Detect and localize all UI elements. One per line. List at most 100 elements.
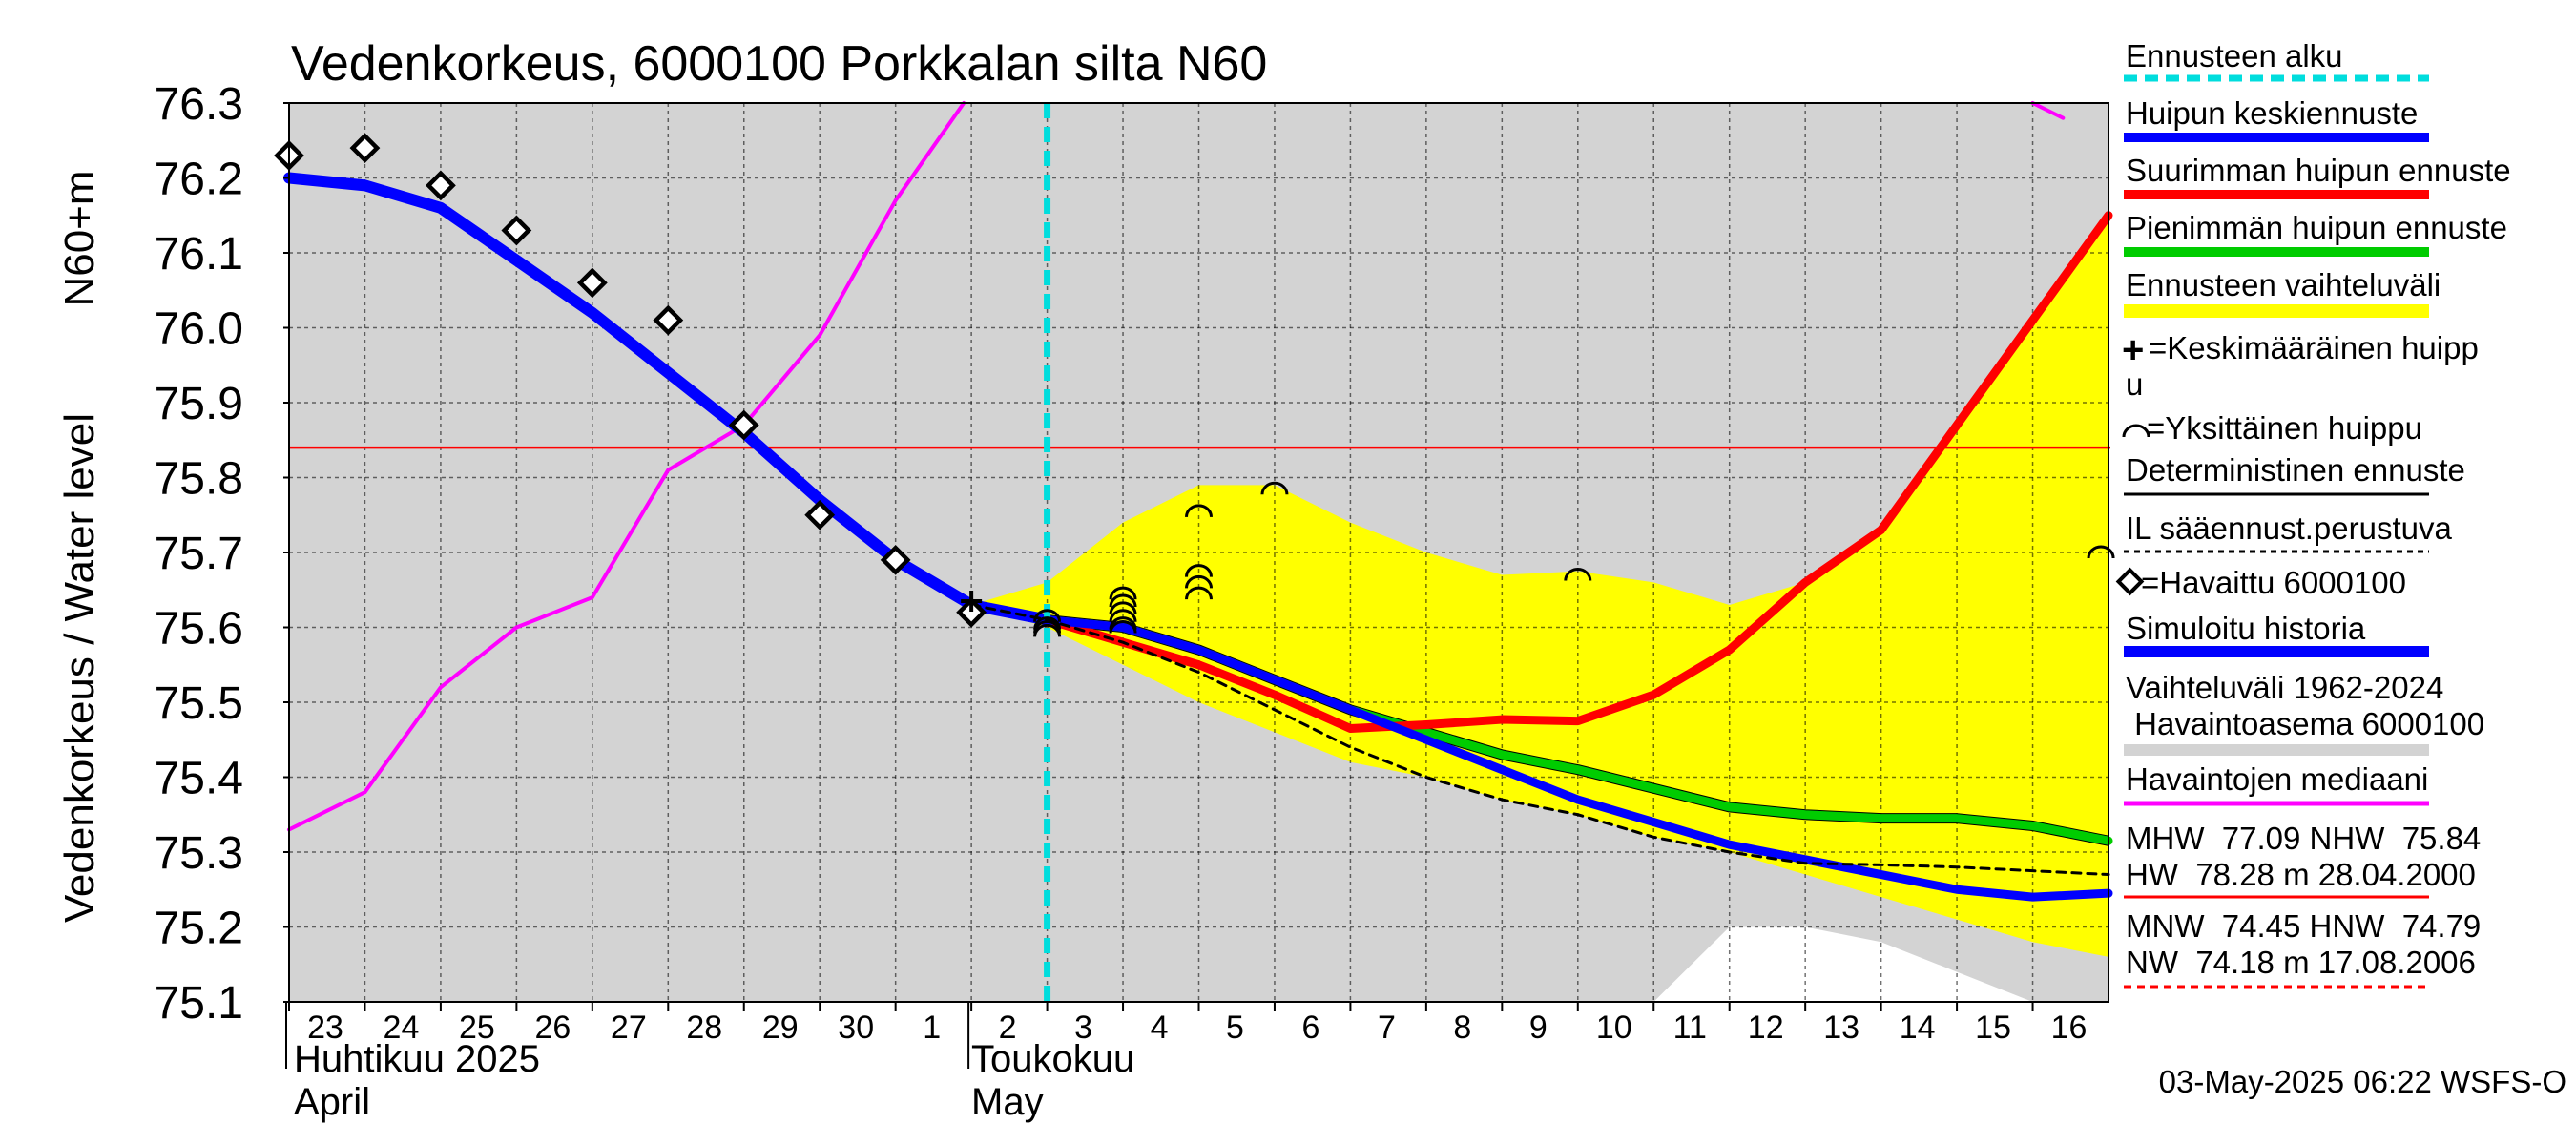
observed-point bbox=[349, 133, 381, 164]
legend-swatch-max-forecast bbox=[2124, 190, 2429, 199]
x-tick-label: 25 bbox=[459, 1010, 495, 1046]
legend-label-forecast-start: Ennusteen alku bbox=[2126, 38, 2343, 73]
max-forecast-line bbox=[966, 211, 2113, 733]
single-peak-marker bbox=[1185, 574, 1213, 589]
stats-mnw-row: MNW 74.45 HNW 74.79 bbox=[2126, 908, 2481, 944]
mean-forecast-line bbox=[1043, 615, 2113, 902]
y-tick-label: 76.2 bbox=[155, 155, 243, 205]
x-tick-label: 11 bbox=[1673, 1010, 1707, 1046]
x-tick-label: 24 bbox=[384, 1010, 420, 1046]
observed-point bbox=[653, 304, 684, 336]
legend-label-max-forecast: Suurimman huipun ennuste bbox=[2126, 153, 2511, 188]
single-peak-marker bbox=[1185, 504, 1213, 517]
x-tick-label: 30 bbox=[838, 1010, 874, 1046]
y-tick-label: 75.1 bbox=[155, 978, 243, 1029]
x-tick-label: 4 bbox=[1151, 1010, 1169, 1046]
single-peak-marker bbox=[1109, 586, 1137, 600]
simulated-history-line bbox=[283, 172, 1053, 626]
legend-label-min-forecast: Pienimmän huipun ennuste bbox=[2126, 210, 2507, 245]
x-tick-label: 12 bbox=[1748, 1010, 1784, 1046]
deterministic-forecast-line bbox=[969, 603, 2110, 877]
y-axis-label: Vedenkorkeus / Water level bbox=[56, 413, 103, 923]
mean-peak-marker bbox=[961, 591, 983, 613]
observed-point bbox=[501, 215, 532, 246]
axes-layer: 76.3 76.2 76.1 76.0 75.9 75.8 75.7 75.6 75.5 75.4… bbox=[155, 79, 2109, 1069]
month-label-april-en: April bbox=[294, 1081, 370, 1123]
y-tick-label: 75.4 bbox=[155, 754, 243, 804]
grid-layer bbox=[289, 103, 2109, 1002]
y-tick-label: 76.3 bbox=[155, 79, 243, 130]
x-tick-label: 27 bbox=[611, 1010, 647, 1046]
observed-point bbox=[576, 267, 608, 299]
legend-peak-arc-icon bbox=[2122, 424, 2150, 438]
x-tick-label: 6 bbox=[1301, 1010, 1319, 1046]
observed-point bbox=[426, 170, 456, 201]
single-peak-marker bbox=[1185, 564, 1213, 577]
legend-swatch-hist-range bbox=[2124, 744, 2429, 756]
month-label-may-en: May bbox=[971, 1081, 1044, 1123]
single-peak-marker bbox=[1260, 481, 1289, 495]
month-label-may-fi: Toukokuu bbox=[971, 1038, 1134, 1080]
chart-title: Vedenkorkeus, 6000100 Porkkalan silta N6… bbox=[291, 36, 1267, 92]
legend-label-deterministic: Deterministinen ennuste bbox=[2126, 452, 2465, 488]
y-tick-label: 75.3 bbox=[155, 828, 243, 879]
legend-label-simulated: Simuloitu historia bbox=[2126, 611, 2366, 646]
y-tick-label: 76.0 bbox=[155, 304, 243, 355]
legend-label-hist-station: Havaintoasema 6000100 bbox=[2126, 706, 2484, 741]
single-peak-marker bbox=[1109, 609, 1137, 622]
single-peak-marker bbox=[1109, 620, 1137, 634]
legend-label-observed: =Havaittu 6000100 bbox=[2141, 565, 2406, 600]
single-peak-marker bbox=[1109, 616, 1137, 630]
legend-label-single-peak: =Yksittäinen huippu bbox=[2147, 410, 2422, 446]
x-tick-label: 14 bbox=[1900, 1010, 1936, 1046]
x-tick-label: 16 bbox=[2051, 1010, 2088, 1046]
legend-label-weather-based: IL sääennust.perustuva bbox=[2126, 510, 2452, 546]
legend-diamond-icon bbox=[2115, 567, 2145, 596]
x-tick-label: 13 bbox=[1823, 1010, 1859, 1046]
observed-point bbox=[880, 544, 911, 575]
x-tick-label: 28 bbox=[686, 1010, 722, 1046]
median-series-line-tail bbox=[2030, 101, 2066, 120]
x-tick-label: 23 bbox=[307, 1010, 343, 1046]
single-peak-marker bbox=[1033, 616, 1062, 630]
single-peak-marker bbox=[2087, 545, 2115, 559]
y-tick-label: 75.8 bbox=[155, 454, 243, 505]
legend-swatch-min-forecast bbox=[2124, 247, 2429, 257]
month-label-april-fi: Huhtikuu 2025 bbox=[294, 1038, 540, 1080]
x-tick-label: 2 bbox=[999, 1010, 1017, 1046]
observed-point bbox=[728, 409, 759, 441]
legend-swatch-forecast-range bbox=[2124, 304, 2429, 318]
single-peak-marker bbox=[1033, 620, 1062, 634]
x-tick-label: 7 bbox=[1378, 1010, 1396, 1046]
legend-swatch-simulated bbox=[2124, 646, 2429, 657]
x-tick-label: 29 bbox=[762, 1010, 799, 1046]
legend-label-mean-peak-wrap: u bbox=[2126, 366, 2143, 402]
y-tick-label: 75.2 bbox=[155, 904, 243, 954]
x-tick-label: 5 bbox=[1226, 1010, 1244, 1046]
legend-label-median: Havaintojen mediaani bbox=[2126, 761, 2428, 797]
single-peak-marker bbox=[1109, 601, 1137, 615]
single-peak-marker bbox=[1109, 593, 1137, 608]
legend-plus-icon: + bbox=[2122, 329, 2144, 371]
single-peak-marker bbox=[1033, 623, 1062, 637]
timestamp: 03-May-2025 06:22 WSFS-O bbox=[2159, 1064, 2566, 1099]
stats-hw-row: HW 78.28 m 28.04.2000 bbox=[2126, 857, 2476, 892]
x-tick-label: 8 bbox=[1453, 1010, 1471, 1046]
y-tick-label: 75.5 bbox=[155, 678, 243, 729]
y-axis-unit: N60+m bbox=[56, 170, 103, 306]
x-tick-label: 1 bbox=[923, 1010, 941, 1046]
legend: Ennusteen alku Huipun keskiennuste Suuri… bbox=[2115, 38, 2511, 989]
y-tick-label: 76.1 bbox=[155, 229, 243, 280]
x-tick-label: 3 bbox=[1074, 1010, 1092, 1046]
x-tick-label: 10 bbox=[1596, 1010, 1632, 1046]
x-tick-label: 26 bbox=[534, 1010, 571, 1046]
y-tick-label: 75.7 bbox=[155, 529, 243, 579]
legend-label-hist-range: Vaihteluväli 1962-2024 bbox=[2126, 670, 2443, 705]
stats-mhw-row: MHW 77.09 NHW 75.84 bbox=[2126, 821, 2481, 856]
single-peak-marker bbox=[1033, 609, 1062, 622]
forecast-range-band bbox=[971, 215, 2109, 957]
legend-label-forecast-range: Ennusteen vaihteluväli bbox=[2126, 267, 2441, 302]
observed-point bbox=[804, 499, 836, 531]
observed-point bbox=[956, 596, 987, 628]
